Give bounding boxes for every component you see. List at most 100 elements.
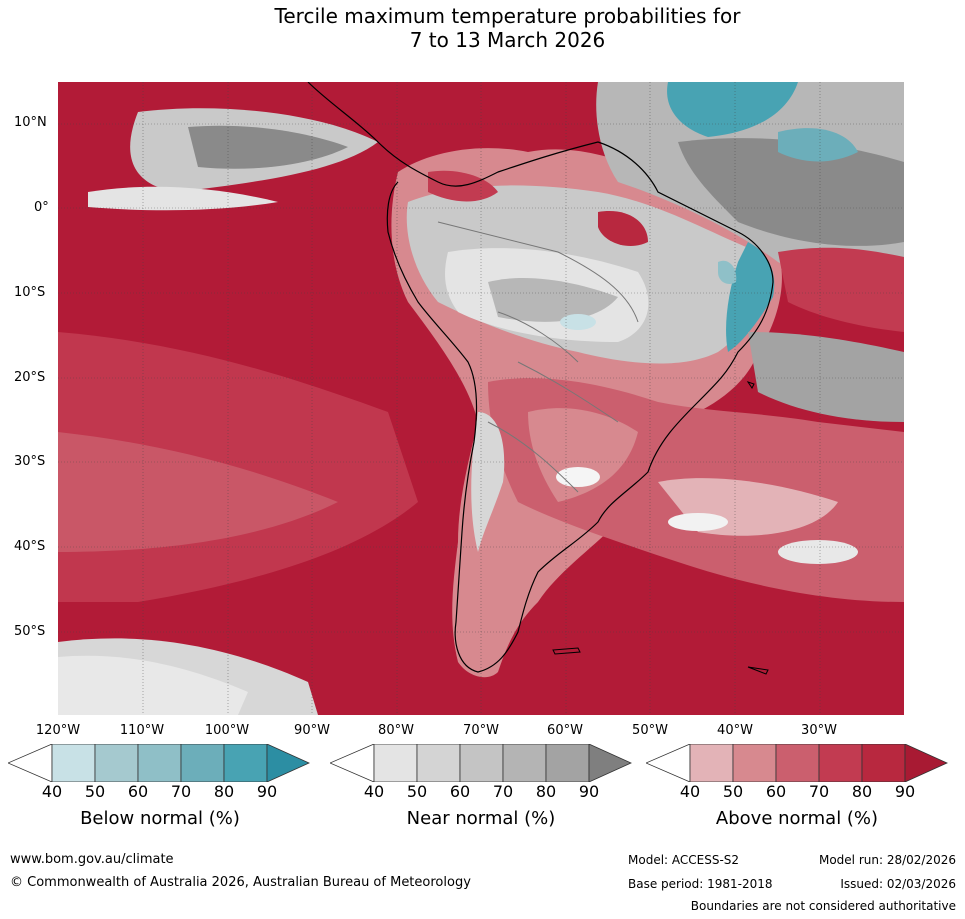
lat-label-30s: 30°S	[14, 454, 46, 469]
colorbar-cell-above-colors-6	[904, 744, 948, 782]
colorbar-cell-below-colors-4	[180, 744, 225, 782]
tick: 80	[213, 782, 235, 801]
near-normal-70-region-central	[488, 277, 618, 322]
near-normal-title: Near normal (%)	[406, 808, 556, 829]
colorbar-cell-below-colors-2	[94, 744, 139, 782]
colorbar-cell-above-colors-1	[689, 744, 734, 782]
colorbar-cell-near-colors-0	[330, 744, 375, 782]
lon-label-60w: 60°W	[547, 723, 583, 738]
tick: 70	[492, 782, 514, 801]
colorbar-cell-near-colors-4	[502, 744, 547, 782]
map-title: Tercile maximum temperature probabilitie…	[0, 4, 965, 52]
lat-label-equator: 0°	[34, 200, 49, 215]
below-normal-region-atlantic-patch	[778, 128, 858, 162]
near-normal-region-chile-andes	[471, 412, 505, 552]
boundaries-note: Boundaries are not considered authoritat…	[690, 899, 956, 913]
lat-label-20s: 20°S	[14, 370, 46, 385]
above-normal-region-east-atlantic	[778, 247, 904, 332]
falklands-outline	[552, 647, 581, 655]
issued-date: Issued: 02/03/2026	[840, 877, 956, 891]
lat-label-10n: 10°N	[14, 115, 47, 130]
below-normal-title: Below normal (%)	[80, 808, 240, 829]
colorbar-below-normal	[8, 744, 310, 782]
lon-label-90w: 90°W	[294, 723, 330, 738]
below-normal-region-north-atlantic	[667, 82, 798, 137]
near-normal-90-region-north-atlantic	[678, 138, 904, 246]
white-patch-3	[778, 540, 858, 564]
colorbar-above-svg	[646, 744, 948, 782]
above-normal-title: Above normal (%)	[715, 808, 879, 829]
lat-label-40s: 40°S	[14, 539, 46, 554]
tick: 60	[127, 782, 149, 801]
lon-label-120w: 120°W	[35, 723, 81, 738]
colorbar-cell-above-colors-4	[818, 744, 863, 782]
colorbar-cell-near-colors-2	[416, 744, 461, 782]
below-normal-region-brazil-coast	[718, 260, 737, 284]
white-patch-2	[668, 513, 728, 531]
bom-url: www.bom.gov.au/climate	[10, 852, 174, 867]
colorbar-above-normal	[646, 744, 948, 782]
coastline	[307, 82, 774, 673]
tick: 50	[406, 782, 428, 801]
tick: 90	[256, 782, 278, 801]
colorbar-below-svg	[8, 744, 310, 782]
tick: 80	[535, 782, 557, 801]
near-normal-50-region-pacific-strip	[88, 186, 278, 211]
colorbar-near-normal	[330, 744, 632, 782]
colorbar-cell-below-colors-3	[137, 744, 182, 782]
model-run-date: Model run: 28/02/2026	[818, 853, 956, 867]
country-borders	[437, 221, 639, 493]
colorbar-cell-above-colors-3	[775, 744, 820, 782]
model-name: Model: ACCESS-S2	[628, 853, 740, 867]
colorbar-cell-above-colors-5	[861, 744, 906, 782]
tick: 70	[808, 782, 830, 801]
colorbar-cell-near-colors-3	[459, 744, 504, 782]
below-normal-region-east-brazil	[726, 242, 775, 352]
tick: 40	[679, 782, 701, 801]
tick: 70	[170, 782, 192, 801]
colorbar-cell-above-colors-2	[732, 744, 777, 782]
white-patch-1	[556, 467, 600, 487]
tick: 50	[722, 782, 744, 801]
near-normal-region-south-atlantic	[748, 332, 904, 422]
south-georgia-outline	[747, 666, 769, 675]
lon-label-80w: 80°W	[378, 723, 414, 738]
tick: 80	[851, 782, 873, 801]
colorbar-near-svg	[330, 744, 632, 782]
island-outline-1	[746, 381, 755, 389]
tick: 50	[84, 782, 106, 801]
lon-label-40w: 40°W	[717, 723, 753, 738]
colorbar-cell-below-colors-0	[8, 744, 53, 782]
title-line-1: Tercile maximum temperature probabilitie…	[274, 4, 741, 28]
near-normal-50-region-south-pacific	[58, 655, 248, 715]
lon-label-100w: 100°W	[204, 723, 250, 738]
colorbar-cell-below-colors-5	[223, 744, 268, 782]
lat-label-10s: 10°S	[14, 285, 46, 300]
lon-label-70w: 70°W	[463, 723, 499, 738]
colorbar-cell-near-colors-5	[545, 744, 590, 782]
tick: 40	[363, 782, 385, 801]
tick: 90	[578, 782, 600, 801]
title-line-2: 7 to 13 March 2026	[409, 28, 606, 52]
lon-label-50w: 50°W	[632, 723, 668, 738]
lon-label-30w: 30°W	[801, 723, 837, 738]
colorbar-cell-below-colors-6	[266, 744, 310, 782]
lat-label-50s: 50°S	[14, 624, 46, 639]
light-blue-patch-bolivia	[560, 314, 596, 330]
probability-map	[58, 82, 904, 715]
tick: 90	[894, 782, 916, 801]
colorbar-cell-near-colors-6	[588, 744, 632, 782]
colorbar-cell-above-colors-0	[646, 744, 691, 782]
tick: 40	[41, 782, 63, 801]
above-normal-region-guyana	[598, 211, 648, 247]
colorbar-cell-near-colors-1	[373, 744, 418, 782]
above-normal-60-region-argentina	[528, 408, 638, 502]
lon-label-110w: 110°W	[119, 723, 165, 738]
map-canvas	[58, 82, 904, 715]
copyright-text: © Commonwealth of Australia 2026, Austra…	[10, 875, 471, 890]
colorbar-cell-below-colors-1	[51, 744, 96, 782]
tick: 60	[765, 782, 787, 801]
tick: 60	[449, 782, 471, 801]
base-period: Base period: 1981-2018	[628, 877, 773, 891]
graticule	[58, 82, 904, 715]
